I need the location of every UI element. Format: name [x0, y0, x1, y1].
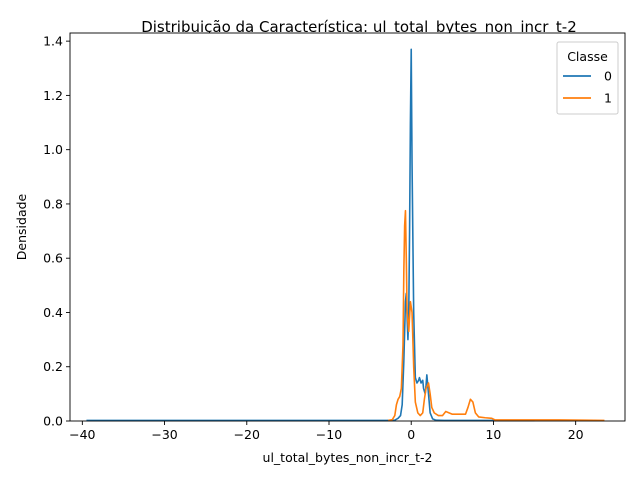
- legend-frame: [556, 41, 619, 115]
- x-tick-label: 10: [485, 427, 501, 442]
- plot-frame: [69, 32, 626, 422]
- y-tick-label: 0.4: [43, 305, 63, 320]
- legend-label-0: 0: [604, 69, 612, 84]
- legend: Classe 01: [556, 41, 619, 115]
- x-tick-label: 0: [407, 427, 415, 442]
- y-tick-label: 0.2: [43, 359, 63, 374]
- y-axis-ticks: 0.0 0.2 0.4 0.6 0.8 1.0 1.2 1.4: [43, 34, 70, 429]
- legend-entries: 01: [563, 69, 612, 106]
- plot-area: [70, 33, 625, 421]
- x-tick-label: −10: [316, 427, 342, 442]
- y-tick-label: 1.0: [43, 142, 63, 157]
- y-tick-label: 1.4: [43, 34, 63, 49]
- y-tick-label: 0.6: [43, 251, 63, 266]
- y-axis-label: Densidade: [14, 193, 29, 260]
- x-axis-label: ul_total_bytes_non_incr_t-2: [263, 450, 433, 465]
- y-tick-label: 0.0: [43, 414, 63, 429]
- x-axis-ticks: −40 −30 −20 −10 0 10 20: [69, 421, 584, 442]
- series-line-0: [86, 48, 535, 422]
- x-tick-label: 20: [568, 427, 584, 442]
- y-tick-label: 1.2: [43, 88, 63, 103]
- x-tick-label: −40: [69, 427, 95, 442]
- chart-title: Distribuição da Característica: ul_total…: [141, 18, 577, 37]
- legend-title: Classe: [567, 49, 608, 64]
- series-line-1: [388, 209, 605, 422]
- x-tick-label: −20: [234, 427, 260, 442]
- series-lines: [86, 48, 605, 422]
- legend-label-1: 1: [604, 91, 612, 106]
- y-tick-label: 0.8: [43, 196, 63, 211]
- x-tick-label: −30: [151, 427, 177, 442]
